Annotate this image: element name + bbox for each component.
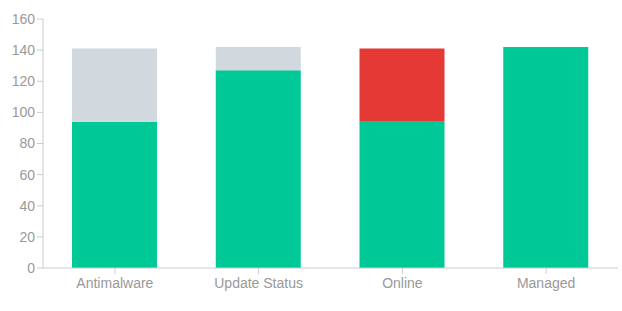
svg-text:Managed: Managed — [517, 275, 575, 291]
svg-text:Online: Online — [382, 275, 423, 291]
svg-text:80: 80 — [19, 135, 35, 151]
svg-text:20: 20 — [19, 229, 35, 245]
svg-text:60: 60 — [19, 167, 35, 183]
svg-text:160: 160 — [12, 11, 36, 27]
svg-text:Update Status: Update Status — [214, 275, 303, 291]
svg-text:Antimalware: Antimalware — [76, 275, 153, 291]
svg-text:100: 100 — [12, 104, 36, 120]
svg-text:120: 120 — [12, 73, 36, 89]
svg-text:40: 40 — [19, 198, 35, 214]
svg-text:0: 0 — [27, 260, 35, 276]
svg-text:140: 140 — [12, 42, 36, 58]
